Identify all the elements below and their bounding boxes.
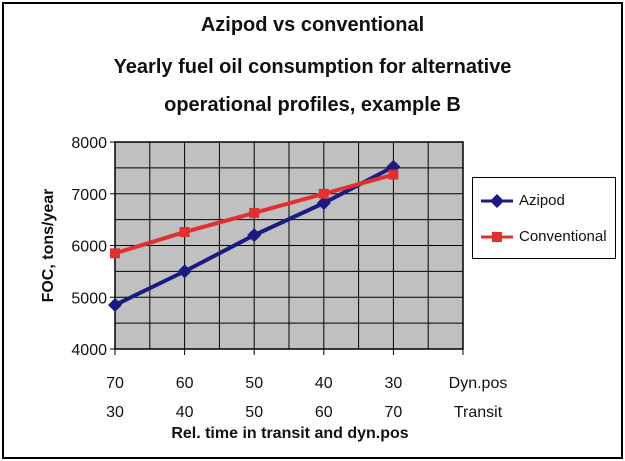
x-tick-label-row2-1: 40	[176, 404, 194, 421]
legend-marker-conventional	[481, 232, 513, 242]
x-tick-label-row2-0: 30	[106, 404, 124, 421]
y-axis-label: FOC, tons/year	[40, 189, 57, 303]
x-tick-label-row2-4: 70	[385, 404, 403, 421]
legend: Azipod Conventional	[472, 177, 616, 259]
y-tick-label-1: 5000	[71, 290, 107, 307]
y-tick-label-2: 6000	[71, 239, 107, 256]
y-tick-label-4: 8000	[71, 135, 107, 152]
x-tick-label-row2-5: Transit	[454, 404, 503, 421]
chart-subtitle-line-2: operational profiles, example B	[164, 94, 461, 116]
legend-label-conventional: Conventional	[519, 228, 607, 245]
x-axis-label: Rel. time in transit and dyn.pos	[171, 425, 408, 442]
point-conventional-4	[388, 169, 399, 180]
point-azipod-1	[177, 264, 192, 279]
point-azipod-0	[108, 298, 122, 313]
x-tick-label-row2-2: 50	[245, 404, 263, 421]
x-tick-label-row2-3: 60	[315, 404, 333, 421]
point-azipod-3	[316, 196, 331, 211]
y-tick-label-3: 7000	[71, 187, 107, 204]
point-conventional-0	[110, 248, 120, 259]
x-tick-label-row1-5: Dyn.pos	[449, 375, 508, 392]
x-tick-label-row1-4: 30	[385, 375, 403, 392]
x-tick-label-row1-0: 70	[106, 375, 124, 392]
chart-subtitle-line-1: Yearly fuel oil consumption for alternat…	[113, 56, 512, 78]
x-tick-label-row1-2: 50	[245, 375, 263, 392]
legend-label-azipod: Azipod	[519, 192, 565, 209]
y-tick-label-0: 4000	[71, 342, 107, 359]
chart-title: Azipod vs conventional	[200, 14, 425, 36]
point-azipod-2	[247, 228, 262, 243]
legend-marker-azipod	[481, 194, 513, 208]
x-tick-label-row1-1: 60	[176, 375, 194, 392]
point-conventional-3	[318, 188, 329, 199]
x-tick-label-row1-3: 40	[315, 375, 333, 392]
point-conventional-2	[249, 207, 260, 218]
point-conventional-1	[179, 227, 190, 238]
